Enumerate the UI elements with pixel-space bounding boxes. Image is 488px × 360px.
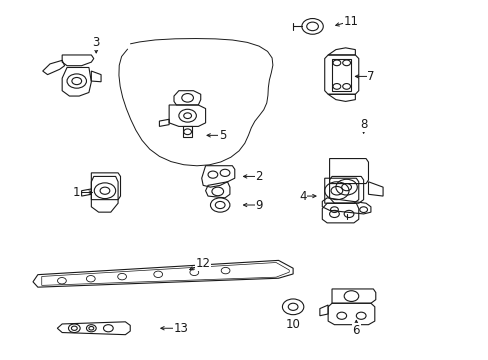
Text: 6: 6 xyxy=(352,324,359,337)
Text: 9: 9 xyxy=(255,198,262,212)
Text: 11: 11 xyxy=(343,14,358,27)
Text: 1: 1 xyxy=(73,186,81,199)
Text: 3: 3 xyxy=(92,36,100,49)
Text: 8: 8 xyxy=(359,118,366,131)
Text: 2: 2 xyxy=(255,170,262,183)
Text: 4: 4 xyxy=(299,190,306,203)
Text: 5: 5 xyxy=(219,129,226,142)
Text: 12: 12 xyxy=(195,257,210,270)
Text: 13: 13 xyxy=(174,322,188,335)
Text: 10: 10 xyxy=(285,318,300,331)
Text: 7: 7 xyxy=(366,70,374,83)
